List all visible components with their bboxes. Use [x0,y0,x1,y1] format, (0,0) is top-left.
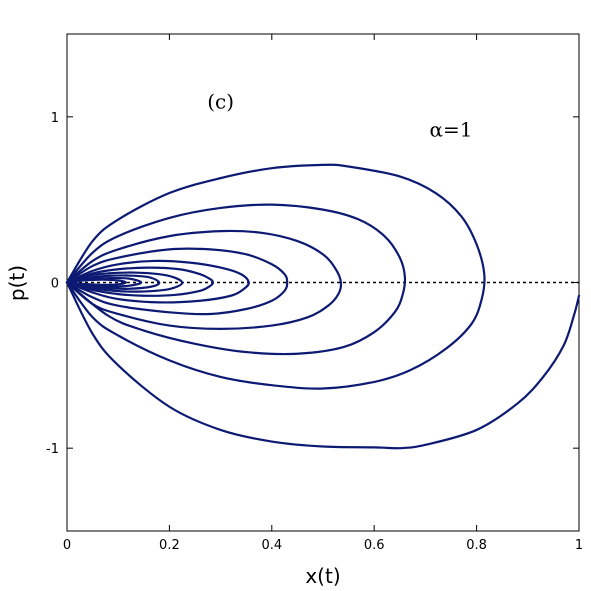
x-axis-label: x(t) [305,564,340,588]
trajectory-curve-9 [65,274,161,290]
trajectory-curves [65,163,581,450]
x-tick-label: 0.6 [364,538,385,553]
x-tick-label: 0.2 [159,538,180,553]
trajectory-curve-7 [65,266,215,297]
trajectory-curve-2 [65,163,486,390]
trajectory-curve-1 [65,281,581,450]
y-axis-label: p(t) [5,265,29,301]
x-tick-label: 1 [575,538,583,553]
alpha-label: α=1 [430,118,473,142]
x-tick-label: 0.8 [466,538,487,553]
axis-ticks: 0 0.2 0.4 0.6 0.8 1 -1 0 1 [46,34,583,553]
panel-label: (c) [207,90,234,114]
plot-frame [66,33,580,532]
x-tick-label: 0.4 [261,538,282,553]
trajectory-curve-5 [65,247,289,316]
y-tick-label: -1 [46,442,59,457]
annotations: (c) α=1 [207,90,472,142]
trajectory-curve-6 [65,259,250,304]
trajectory-curve-8 [65,271,184,293]
x-tick-label: 0 [63,538,71,553]
trajectory-curve-4 [65,229,343,330]
y-tick-label: 0 [51,277,59,292]
y-tick-label: 1 [51,111,59,126]
trajectory-curve-3 [65,203,407,356]
trajectory-curve-11 [65,278,127,286]
